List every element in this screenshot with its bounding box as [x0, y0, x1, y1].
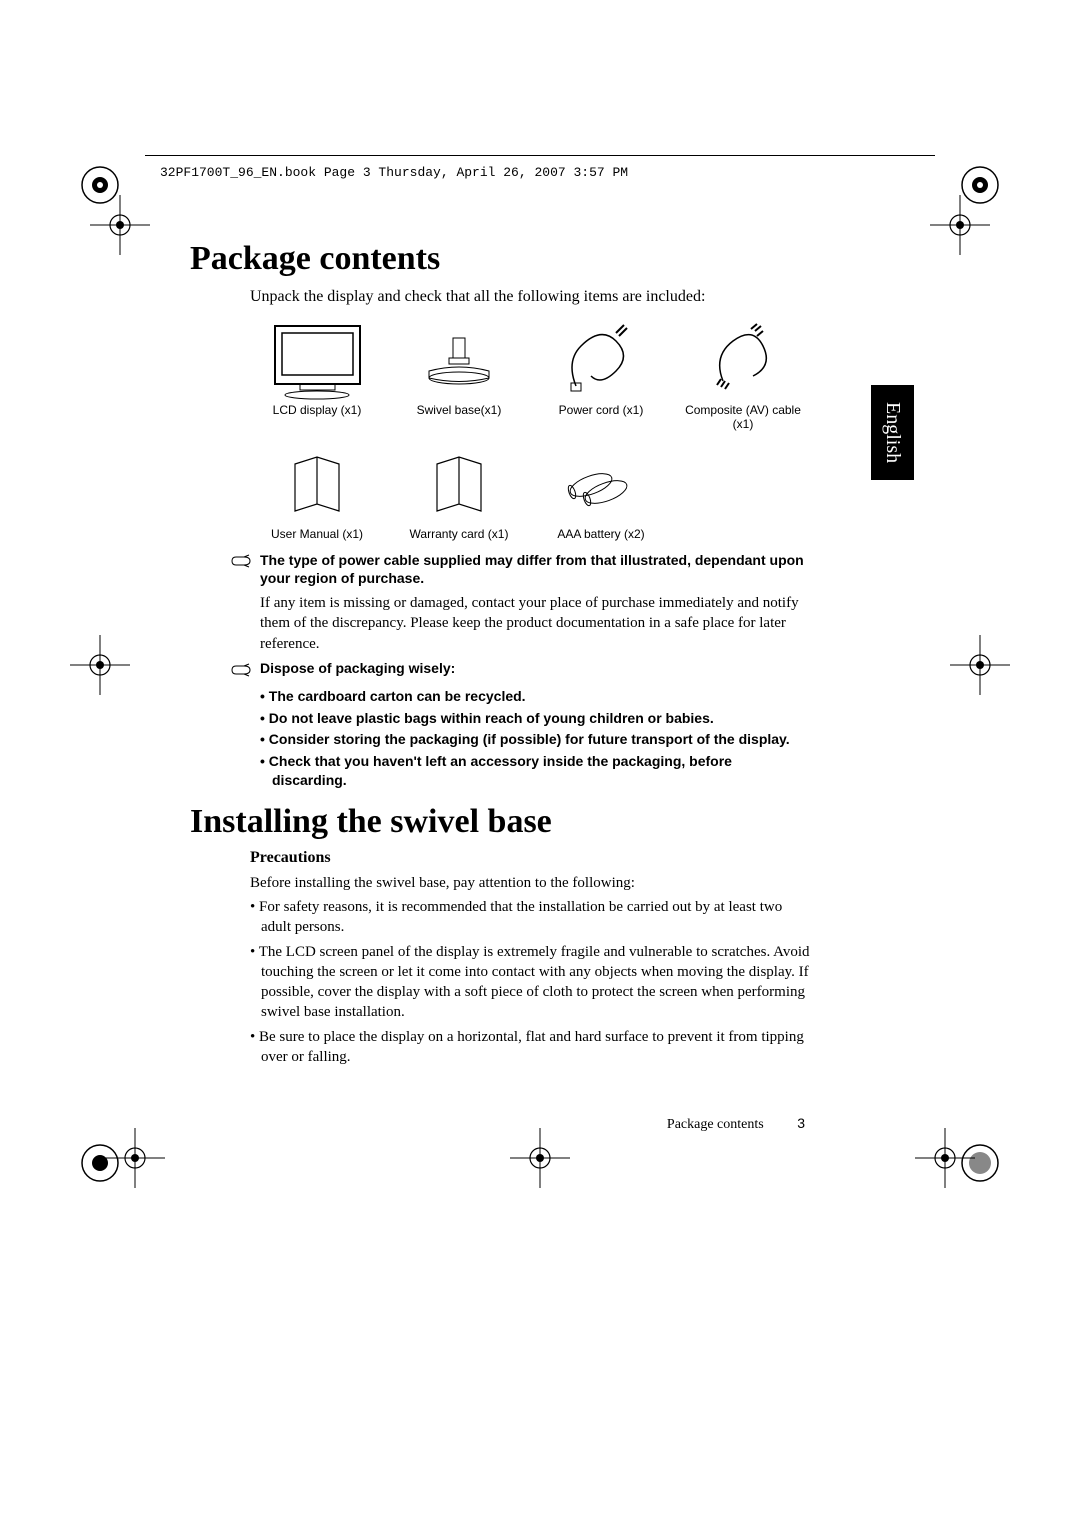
package-items-row1: LCD display (x1) Swivel base(x1) Power c… — [250, 318, 810, 432]
crop-mark — [930, 195, 990, 255]
page-title-install: Installing the swivel base — [190, 803, 810, 841]
item-batteries: AAA battery (x2) — [534, 442, 668, 541]
precaution-bullet: Be sure to place the display on a horizo… — [250, 1027, 810, 1068]
dispose-bullet: Consider storing the packaging (if possi… — [260, 730, 810, 750]
header-filename: 32PF1700T_96_EN.book Page 3 Thursday, Ap… — [160, 165, 628, 180]
page-number: 3 — [797, 1115, 805, 1131]
dispose-bullet: The cardboard carton can be recycled. — [260, 687, 810, 707]
footer-section: Package contents — [667, 1117, 764, 1132]
dispose-bullet-list: The cardboard carton can be recycled. Do… — [260, 687, 810, 791]
crop-mark — [950, 635, 1010, 695]
note-text: The type of power cable supplied may dif… — [260, 551, 810, 587]
precaution-bullet: For safety reasons, it is recommended th… — [250, 897, 810, 938]
note-missing-item: If any item is missing or damaged, conta… — [260, 593, 810, 654]
item-label: Power cord (x1) — [534, 403, 668, 417]
crop-mark — [90, 195, 150, 255]
crop-mark — [510, 1128, 570, 1188]
language-label: English — [881, 402, 904, 463]
crop-mark — [915, 1128, 975, 1188]
manual-icon — [250, 442, 384, 527]
precaution-bullet: The LCD screen panel of the display is e… — [250, 942, 810, 1023]
lcd-display-icon — [250, 318, 384, 403]
warranty-icon — [392, 442, 526, 527]
language-tab: English — [871, 385, 914, 480]
intro-paragraph: Unpack the display and check that all th… — [250, 288, 810, 306]
before-para: Before installing the swivel base, pay a… — [250, 873, 810, 893]
item-label: Warranty card (x1) — [392, 527, 526, 541]
page-title-package: Package contents — [190, 240, 810, 278]
dispose-bullet: Do not leave plastic bags within reach o… — [260, 709, 810, 729]
battery-icon — [534, 442, 668, 527]
item-label: LCD display (x1) — [250, 403, 384, 417]
item-av-cable: Composite (AV) cable (x1) — [676, 318, 810, 432]
crop-mark — [70, 635, 130, 695]
dispose-bullet: Check that you haven't left an accessory… — [260, 752, 810, 791]
item-label: User Manual (x1) — [250, 527, 384, 541]
item-lcd-display: LCD display (x1) — [250, 318, 384, 432]
note-power-cable: The type of power cable supplied may dif… — [230, 551, 810, 587]
precautions-subhead: Precautions — [250, 849, 810, 867]
package-items-row2: User Manual (x1) Warranty card (x1) AAA … — [250, 442, 810, 541]
item-warranty-card: Warranty card (x1) — [392, 442, 526, 541]
hand-pointer-icon — [230, 551, 252, 587]
footer: Package contents 3 — [667, 1115, 805, 1133]
item-label: AAA battery (x2) — [534, 527, 668, 541]
item-swivel-base: Swivel base(x1) — [392, 318, 526, 432]
dispose-title: Dispose of packaging wisely: — [260, 660, 455, 681]
swivel-base-icon — [392, 318, 526, 403]
item-power-cord: Power cord (x1) — [534, 318, 668, 432]
hand-pointer-icon — [230, 660, 252, 681]
item-label: Swivel base(x1) — [392, 403, 526, 417]
header-rule — [145, 155, 935, 156]
crop-mark — [105, 1128, 165, 1188]
item-label: Composite (AV) cable (x1) — [676, 403, 810, 432]
dispose-header: Dispose of packaging wisely: — [230, 660, 810, 681]
power-cord-icon — [534, 318, 668, 403]
item-user-manual: User Manual (x1) — [250, 442, 384, 541]
av-cable-icon — [676, 318, 810, 403]
precaution-bullets: For safety reasons, it is recommended th… — [250, 897, 810, 1067]
